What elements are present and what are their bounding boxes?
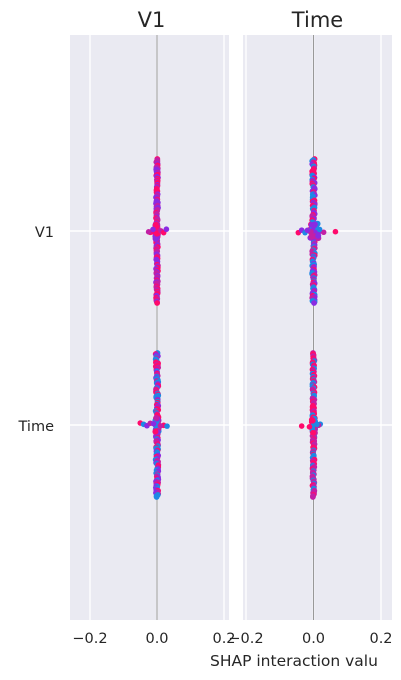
shap-point <box>154 300 161 306</box>
points-time <box>137 350 170 500</box>
shap-point <box>315 232 322 239</box>
panel-background <box>243 35 392 620</box>
points-v1 <box>295 156 339 306</box>
shap-point <box>308 233 315 240</box>
shap-outlier-point <box>306 424 313 430</box>
panel-v1: V1 −0.2 0.0 0.2 <box>70 8 236 647</box>
shap-point <box>309 494 316 500</box>
labels-layer: V1 Time <box>18 225 55 435</box>
shap-outlier-point <box>298 423 305 429</box>
x-tick-label: 0.0 <box>302 631 325 647</box>
shap-point <box>310 429 317 436</box>
shap-outlier-point <box>157 422 164 429</box>
points-time <box>298 350 324 500</box>
shap-outlier-point <box>150 226 156 233</box>
x-tick-label: 0.2 <box>212 631 235 647</box>
shap-outlier-point <box>164 423 170 429</box>
shap-point <box>153 494 160 500</box>
shap-point <box>309 417 316 424</box>
panels-layer: V1 −0.2 0.0 0.2 Time −0.2 0.0 0.2 <box>70 8 393 647</box>
x-axis-label: SHAP interaction valu <box>210 652 378 670</box>
shap-outlier-point <box>314 421 320 428</box>
shap-point <box>311 300 317 306</box>
x-tick-label: 0.2 <box>369 631 392 647</box>
shap-point <box>152 428 159 435</box>
panel-title: Time <box>291 8 343 32</box>
shap-point <box>310 222 317 229</box>
panel-title: V1 <box>138 8 166 32</box>
shap-outlier-point <box>320 229 327 236</box>
shap-point <box>152 221 159 228</box>
x-tick-label: −0.2 <box>72 631 107 647</box>
shap-outlier-point <box>304 227 311 234</box>
shap-outlier-point <box>332 228 339 235</box>
x-tick-label: −0.2 <box>228 631 263 647</box>
x-tick-label: 0.0 <box>145 631 168 647</box>
shap-outlier-point <box>163 226 170 233</box>
panel-background <box>70 35 229 620</box>
shap-outlier-point <box>316 226 323 233</box>
shap-point <box>153 414 160 421</box>
panel-time: Time −0.2 0.0 0.2 <box>228 8 392 647</box>
points-v1 <box>145 156 170 306</box>
shap-outlier-point <box>145 229 152 235</box>
y-tick-label: Time <box>18 419 55 435</box>
shap-point <box>153 230 160 237</box>
y-tick-label: V1 <box>35 225 54 241</box>
shap-outlier-point <box>150 420 157 427</box>
